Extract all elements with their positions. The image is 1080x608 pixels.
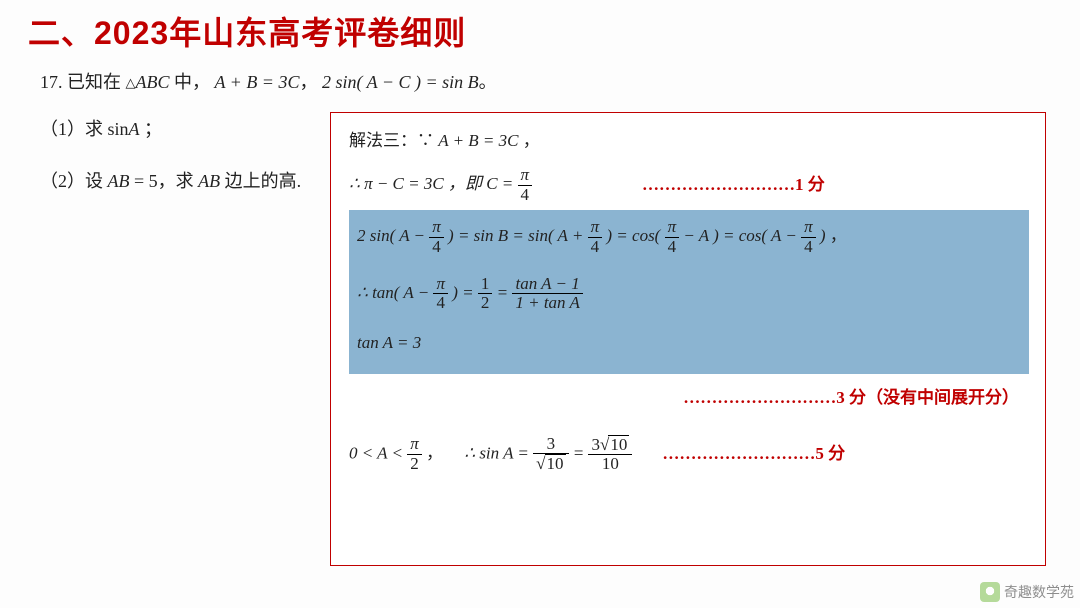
sol-line-5: 0 < A < π2 ， ∴ sin A = 310 = 31010 ……………… bbox=[349, 435, 1029, 474]
pi4-num: π bbox=[518, 166, 533, 186]
h1f4d: 4 bbox=[801, 238, 816, 257]
half-n: 1 bbox=[478, 275, 493, 295]
eq1: A + B = 3C bbox=[215, 72, 300, 92]
sub1-var: A bbox=[129, 119, 140, 139]
stem-mid: 中， bbox=[170, 72, 211, 92]
h1f3n: π bbox=[665, 218, 680, 238]
frac-3-sqrt10: 310 bbox=[533, 435, 568, 474]
sol-line-2: ∴ π − C = 3C ，即 C = π4 ………………………1 分 bbox=[349, 166, 1029, 204]
h1f1n: π bbox=[429, 218, 444, 238]
h1f1d: 4 bbox=[429, 238, 444, 257]
hl-line-1: 2 sin( A − π4 ) = sin B = sin( A + π4 ) … bbox=[357, 218, 1021, 256]
score5-dots: ……………………… bbox=[662, 440, 815, 469]
hl-line-3: tan A = 3 bbox=[357, 329, 1021, 358]
watermark-text: 奇趣数学苑 bbox=[1004, 582, 1074, 602]
pi2d: 2 bbox=[407, 455, 422, 474]
score1-dots: ……………………… bbox=[642, 171, 795, 200]
h3: tan A = 3 bbox=[357, 333, 421, 352]
sub2-eq: = 5，求 bbox=[130, 171, 199, 191]
half-d: 2 bbox=[478, 294, 493, 313]
stem-end: 。 bbox=[479, 72, 497, 92]
h1f2n: π bbox=[588, 218, 603, 238]
sub2-a: （2）设 bbox=[40, 171, 108, 191]
l5d: = bbox=[569, 443, 589, 462]
l5b: ， bbox=[422, 443, 443, 462]
hl-line-2: ∴ tan( A − π4 ) = 12 = tan A − 11 + tan … bbox=[357, 275, 1021, 313]
watermark: 奇趣数学苑 bbox=[980, 582, 1074, 602]
frac-pi-4: π4 bbox=[518, 166, 533, 204]
solution-box: 解法三：∵ A + B = 3C ， ∴ π − C = 3C ，即 C = π… bbox=[330, 112, 1046, 566]
tanfrac-n: tan A − 1 bbox=[512, 275, 583, 295]
score-line-3: ………………………3 分（没有中间展开分） bbox=[349, 384, 1029, 413]
l1c: ， bbox=[519, 131, 540, 150]
eq2: 2 sin( A − C ) = sin B bbox=[322, 72, 479, 92]
h1-f2: π4 bbox=[588, 218, 603, 256]
h1-f3: π4 bbox=[665, 218, 680, 256]
score-3: 3 分（没有中间展开分） bbox=[836, 388, 1019, 407]
comma1: ， bbox=[299, 72, 317, 92]
f3d: 10 bbox=[533, 454, 568, 474]
l1b: A + B = 3C bbox=[438, 131, 518, 150]
sub1-tail: ； bbox=[140, 119, 163, 139]
sub2-tail: 边上的高. bbox=[220, 171, 301, 191]
f3n: 3 bbox=[533, 435, 568, 455]
h2c: = bbox=[492, 283, 512, 302]
triangle-abc: ABC bbox=[136, 72, 170, 92]
h1d: − A ) = cos( A − bbox=[679, 226, 801, 245]
h1-f4: π4 bbox=[801, 218, 816, 256]
sub1-label: （1）求 sin bbox=[40, 119, 129, 139]
problem-number: 17. bbox=[40, 72, 63, 92]
h2b: ) = bbox=[448, 283, 478, 302]
score-1: 1 分 bbox=[795, 171, 825, 200]
sol-line-1: 解法三：∵ A + B = 3C ， bbox=[349, 127, 1029, 156]
highlight-block: 2 sin( A − π4 ) = sin B = sin( A + π4 ) … bbox=[349, 210, 1029, 374]
frac-3sqrt10-10: 31010 bbox=[588, 435, 632, 474]
h2f1n: π bbox=[433, 275, 448, 295]
sub2-ab1: AB bbox=[108, 171, 130, 191]
stem-prefix: 已知在 bbox=[67, 72, 126, 92]
problem-stem: 17. 已知在 △ABC 中， A + B = 3C， 2 sin( A − C… bbox=[0, 54, 1080, 94]
l1a: 解法三：∵ bbox=[349, 131, 438, 150]
h2a: ∴ tan( A − bbox=[357, 283, 433, 302]
score3-dots: ……………………… bbox=[683, 388, 836, 407]
triangle-symbol: △ bbox=[126, 75, 136, 90]
l2a: ∴ π − C = 3C ，即 C = bbox=[349, 174, 518, 193]
frac-pi-2: π2 bbox=[407, 435, 422, 473]
h2-f1: π4 bbox=[433, 275, 448, 313]
section-title: 二、2023年山东高考评卷细则 bbox=[0, 0, 1080, 54]
h1e: ) bbox=[816, 226, 826, 245]
frac-tan: tan A − 11 + tan A bbox=[512, 275, 583, 313]
wechat-icon bbox=[980, 582, 1000, 602]
h1tail: ， bbox=[826, 226, 847, 245]
h1f3d: 4 bbox=[665, 238, 680, 257]
f4sqrt: 10 bbox=[608, 435, 629, 455]
pi4-den: 4 bbox=[518, 186, 533, 205]
h1b: ) = sin B = sin( A + bbox=[444, 226, 588, 245]
h1a: 2 sin( A − bbox=[357, 226, 429, 245]
frac-half: 12 bbox=[478, 275, 493, 313]
pi2n: π bbox=[407, 435, 422, 455]
l5c: ∴ sin A = bbox=[464, 443, 533, 462]
h1f4n: π bbox=[801, 218, 816, 238]
h1f2d: 4 bbox=[588, 238, 603, 257]
f4n: 3 10 bbox=[588, 435, 632, 456]
l5a: 0 < A < bbox=[349, 443, 407, 462]
f3sqrt: 10 bbox=[545, 454, 566, 474]
score-5: 5 分 bbox=[815, 440, 845, 469]
sub2-ab2: AB bbox=[198, 171, 220, 191]
tanfrac-d: 1 + tan A bbox=[512, 294, 583, 313]
f4coef: 3 bbox=[591, 435, 600, 454]
h2f1d: 4 bbox=[433, 294, 448, 313]
h1c: ) = cos( bbox=[602, 226, 664, 245]
h1-f1: π4 bbox=[429, 218, 444, 256]
f4d: 10 bbox=[588, 455, 632, 474]
